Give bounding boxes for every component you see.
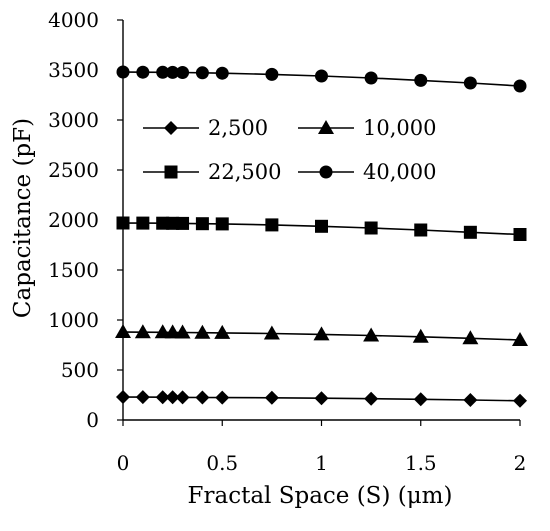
data-point-diamond: [116, 390, 130, 404]
data-point-circle: [136, 65, 150, 79]
data-point-diamond: [135, 390, 150, 405]
y-tick-label: 1500: [48, 258, 99, 282]
y-tick-label: 1000: [48, 308, 99, 332]
legend-label: 2,500: [208, 116, 268, 140]
x-tick-label: 1: [315, 451, 328, 475]
data-point-square: [176, 216, 190, 230]
data-point-diamond: [165, 390, 180, 405]
y-axis-title: Capacitance (pF): [10, 118, 36, 318]
y-tick-label: 2500: [48, 158, 99, 182]
legend-item-circle: 40,000: [298, 160, 436, 184]
y-tick-label: 3000: [48, 108, 99, 132]
x-axis-title: Fractal Space (S) (μm): [188, 483, 453, 509]
data-point-square: [265, 218, 279, 232]
series-circle: [116, 65, 527, 93]
legend-item-square: 22,500: [143, 160, 281, 184]
x-tick-label: 0.5: [206, 451, 238, 475]
legend-marker-triangle: [318, 120, 334, 134]
data-point-triangle: [512, 332, 528, 346]
legend: 2,500 10,000 22,500 40,000: [143, 116, 436, 184]
data-point-triangle: [214, 324, 231, 339]
x-tick-label: 2: [514, 451, 527, 475]
legend-label: 10,000: [363, 116, 436, 140]
data-point-circle: [215, 66, 229, 80]
data-point-square: [215, 217, 229, 231]
data-point-square: [116, 216, 130, 230]
data-point-circle: [364, 71, 378, 85]
data-point-circle: [513, 79, 527, 93]
legend-label: 22,500: [208, 160, 281, 184]
series-square: [116, 216, 527, 241]
data-point-diamond: [364, 391, 379, 406]
data-point-diamond: [413, 392, 428, 407]
data-point-diamond: [314, 391, 329, 406]
data-point-diamond: [155, 390, 170, 405]
legend-marker-circle: [319, 165, 333, 179]
data-point-triangle: [115, 324, 131, 338]
data-point-circle: [414, 73, 428, 87]
series-diamond: [116, 390, 527, 408]
data-point-square: [364, 221, 378, 235]
legend-label: 40,000: [363, 160, 436, 184]
legend-marker-square: [164, 165, 178, 179]
data-point-square: [315, 219, 328, 233]
data-point-triangle: [194, 324, 211, 339]
data-point-square: [166, 216, 180, 230]
data-point-triangle: [462, 330, 479, 345]
data-point-triangle: [412, 328, 429, 343]
data-point-triangle: [134, 324, 151, 339]
data-point-square: [513, 228, 527, 241]
data-point-square: [136, 216, 150, 230]
y-tick-label: 4000: [48, 8, 99, 32]
data-point-square: [156, 216, 170, 230]
data-point-diamond: [264, 390, 279, 405]
data-point-triangle: [313, 326, 330, 341]
x-tick-label: 0: [117, 451, 130, 475]
data-point-diamond: [215, 390, 230, 405]
data-point-square: [414, 223, 428, 237]
series: [115, 65, 528, 408]
y-tick-label: 500: [61, 358, 99, 382]
y-tick-label: 0: [86, 408, 99, 432]
data-point-circle: [265, 67, 279, 81]
legend-marker-diamond: [164, 121, 178, 135]
data-point-circle: [156, 65, 170, 79]
x-tick-label: 1.5: [405, 451, 437, 475]
data-point-circle: [315, 69, 328, 83]
data-point-circle: [195, 66, 209, 80]
y-tick-label: 3500: [48, 58, 99, 82]
data-point-square: [463, 225, 477, 239]
data-point-triangle: [363, 327, 380, 342]
legend-item-triangle: 10,000: [298, 116, 436, 140]
data-point-circle: [166, 65, 180, 79]
data-point-triangle: [174, 324, 191, 339]
tick-labels: 0 500 1000 1500 2000 2500 3000 3500 4000 0 0.5 1 1.5…: [48, 8, 526, 475]
y-tick-label: 2000: [48, 208, 99, 232]
data-point-diamond: [195, 390, 210, 405]
series-triangle: [115, 324, 528, 346]
data-point-triangle: [263, 325, 280, 340]
data-point-diamond: [463, 393, 478, 407]
data-point-circle: [463, 76, 477, 90]
data-point-diamond: [175, 390, 190, 405]
legend-item-diamond: 2,500: [143, 116, 268, 140]
data-point-circle: [176, 66, 190, 79]
data-point-circle: [116, 65, 130, 79]
data-point-square: [195, 217, 209, 231]
data-point-diamond: [513, 393, 527, 408]
